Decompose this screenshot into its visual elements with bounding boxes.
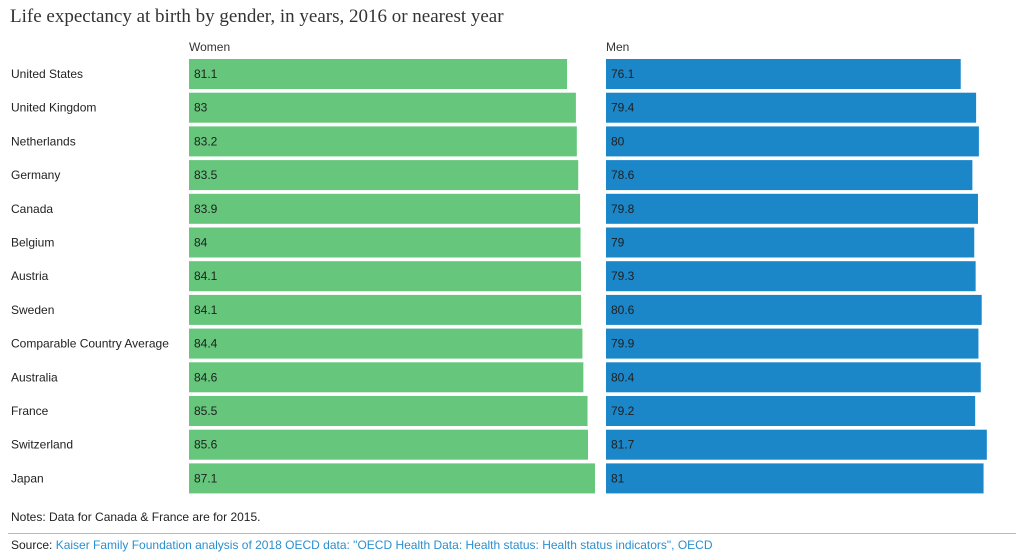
bar: [189, 261, 582, 292]
category-label: France: [11, 404, 49, 418]
data-label: 76.1: [611, 67, 635, 81]
bar: [189, 193, 581, 224]
bar: [606, 429, 987, 460]
bar: [606, 160, 973, 191]
data-label: 79.8: [611, 202, 635, 216]
category-label: Austria: [11, 269, 49, 283]
life-expectancy-bar-chart: United States United Kingdom Netherlands Ge…: [11, 40, 987, 494]
source-label: Source:: [11, 538, 53, 552]
bar: [606, 396, 976, 426]
bar: [606, 59, 961, 89]
category-label: Netherlands: [11, 134, 76, 148]
chart-notes: Notes: Data for Canada & France are for …: [11, 510, 261, 524]
chart-title: Life expectancy at birth by gender, in y…: [10, 6, 504, 27]
data-label: 84.1: [194, 303, 218, 317]
category-label: Canada: [11, 202, 53, 216]
category-label: Australia: [11, 370, 58, 384]
data-label: 80: [611, 134, 625, 148]
data-label: 79.4: [611, 101, 635, 115]
bar: [189, 59, 568, 89]
bar: [189, 294, 582, 325]
category-label: United Kingdom: [11, 101, 96, 115]
bar: [189, 362, 584, 393]
bar: [189, 429, 589, 460]
data-label: 81: [611, 471, 625, 485]
category-label: Comparable Country Average: [11, 337, 169, 351]
bar: [606, 126, 979, 157]
bar: [189, 126, 577, 157]
data-label: 80.6: [611, 303, 635, 317]
category-label: United States: [11, 67, 83, 81]
bar: [189, 160, 579, 191]
data-label: 84: [194, 236, 208, 250]
bar: [606, 294, 982, 325]
data-label: 79.3: [611, 269, 635, 283]
bar: [189, 463, 595, 494]
source-divider: [8, 533, 1016, 534]
bar: [606, 463, 984, 494]
data-label: 79.2: [611, 404, 635, 418]
bar: [606, 227, 975, 258]
bar: [606, 92, 977, 123]
data-label: 79.9: [611, 337, 635, 351]
category-label: Germany: [11, 168, 60, 182]
data-label: 81.1: [194, 67, 218, 81]
source-text[interactable]: Kaiser Family Foundation analysis of 201…: [55, 538, 713, 552]
series-label: Men: [606, 40, 629, 54]
category-label: Switzerland: [11, 438, 73, 452]
data-label: 78.6: [611, 168, 635, 182]
data-label: 84.4: [194, 337, 218, 351]
data-label: 81.7: [611, 438, 635, 452]
category-label: Sweden: [11, 303, 54, 317]
category-label: Japan: [11, 471, 44, 485]
data-label: 84.1: [194, 269, 218, 283]
data-label: 84.6: [194, 370, 218, 384]
bar: [606, 261, 976, 292]
bar: [606, 328, 979, 359]
data-label: 85.5: [194, 404, 218, 418]
bar: [189, 92, 576, 123]
bar: [189, 396, 588, 426]
data-label: 79: [611, 236, 625, 250]
bar: [189, 328, 583, 359]
data-label: 80.4: [611, 370, 635, 384]
data-label: 83.2: [194, 134, 218, 148]
category-label: Belgium: [11, 236, 54, 250]
chart-source: Source: Kaiser Family Foundation analysi…: [11, 538, 713, 552]
bar: [189, 227, 581, 258]
series-label: Women: [189, 40, 230, 54]
data-label: 87.1: [194, 471, 218, 485]
bar: [606, 362, 981, 393]
data-label: 85.6: [194, 438, 218, 452]
data-label: 83.9: [194, 202, 218, 216]
bar: [606, 193, 978, 224]
data-label: 83: [194, 101, 208, 115]
data-label: 83.5: [194, 168, 218, 182]
